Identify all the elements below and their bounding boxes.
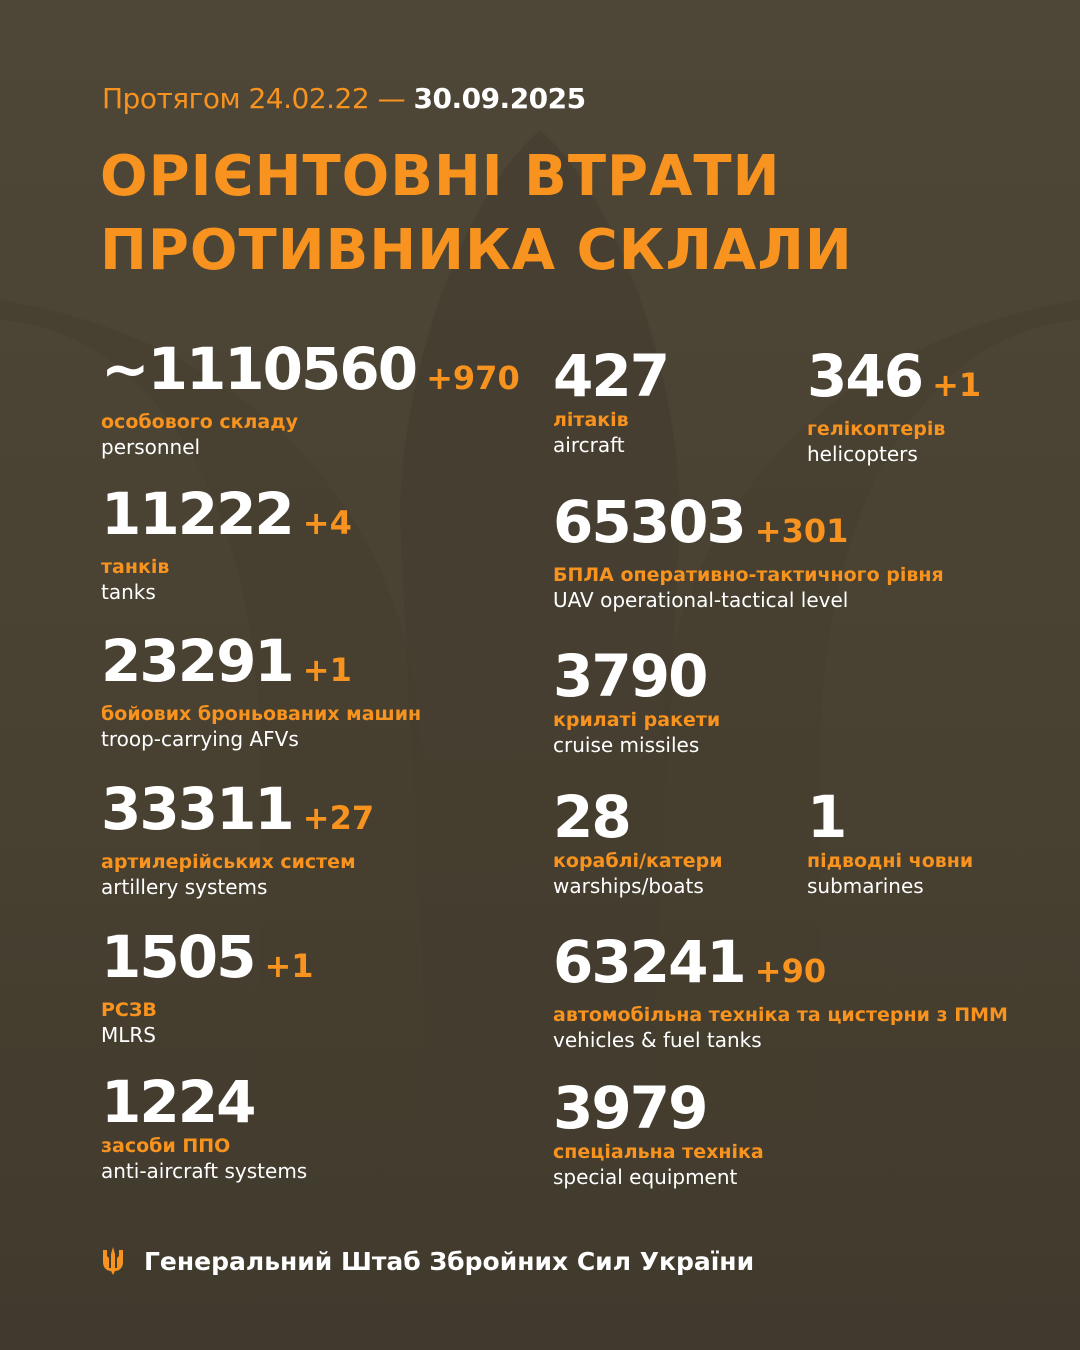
stat-label-ua: підводні човни (807, 850, 974, 872)
stat-mlrs: 1505 +1 РСЗВ MLRS (101, 927, 314, 1048)
stat-label-en: cruise missiles (553, 733, 700, 757)
period-subtitle: Протягом 24.02.22 — 30.09.2025 (102, 82, 586, 115)
stat-cruise-missiles: 3790 крилаті ракети cruise missiles (553, 646, 720, 758)
stat-label-en: helicopters (807, 442, 918, 466)
stat-label-en: troop-carrying AFVs (101, 727, 299, 751)
stat-label-ua: засоби ППО (101, 1135, 231, 1157)
stat-label-ua: особового складу (101, 411, 298, 433)
stat-special-equipment: 3979 спеціальна техніка special equipment (553, 1078, 764, 1190)
stat-value: 63241 +90 (553, 932, 1008, 1001)
stat-number: 346 (807, 342, 924, 410)
stat-label-ua: спеціальна техніка (553, 1141, 764, 1163)
stat-number: 23291 (101, 627, 295, 695)
stat-number: 1224 (101, 1068, 256, 1136)
title-line-1: ОРІЄНТОВНІ ВТРАТИ (100, 144, 781, 209)
stat-delta: +970 (426, 359, 520, 397)
stat-value: 11222 +4 (101, 484, 352, 553)
stat-label-en: submarines (807, 874, 924, 898)
stat-uav-operational-tactical-level: 65303 +301 БПЛА оперативно-тактичного рівн… (553, 492, 944, 613)
stat-label-en: aircraft (553, 433, 625, 457)
stat-label-ua: РСЗВ (101, 999, 157, 1021)
footer: Генеральний Штаб Збройних Сил України (100, 1246, 754, 1276)
stat-value: 3979 (553, 1078, 764, 1138)
stat-value: 346 +1 (807, 346, 981, 415)
stat-number: 427 (553, 342, 670, 410)
stat-label-ua: гелікоптерів (807, 418, 946, 440)
stat-number: 11222 (101, 480, 295, 548)
stat-label-ua: бойових броньованих машин (101, 703, 422, 725)
stat-label-en: personnel (101, 435, 201, 459)
stat-personnel: ~1110560 +970 особового складу personnel (101, 339, 520, 460)
stat-value: 28 (553, 787, 723, 847)
stat-submarines: 1 підводні човни submarines (807, 787, 973, 899)
stat-label-ua: танків (101, 556, 170, 578)
stat-label-en: UAV operational-tactical level (553, 588, 849, 612)
stat-delta: +27 (302, 799, 375, 837)
stat-label-en: MLRS (101, 1023, 156, 1047)
stat-label-en: artillery systems (101, 875, 268, 899)
page-title: ОРІЄНТОВНІ ВТРАТИ ПРОТИВНИКА СКЛАЛИ (100, 140, 853, 288)
stat-number: ~1110560 (101, 335, 418, 403)
trident-icon (103, 1247, 123, 1275)
stat-warships-boats: 28 кораблі/катери warships/boats (553, 787, 723, 899)
stat-delta: +4 (302, 504, 352, 542)
stat-value: 427 (553, 346, 670, 406)
stat-number: 3979 (553, 1074, 708, 1142)
stat-value: 65303 +301 (553, 492, 944, 561)
stat-delta: +90 (754, 952, 827, 990)
stat-value: 3790 (553, 646, 720, 706)
footer-org-name: Генеральний Штаб Збройних Сил України (144, 1246, 755, 1276)
stat-number: 1 (807, 783, 847, 851)
stat-artillery-systems: 33311 +27 артилерійських систем artillery s… (101, 779, 374, 900)
stat-label-ua: крилаті ракети (553, 709, 721, 731)
stat-tanks: 11222 +4 танків tanks (101, 484, 352, 605)
stat-value: 33311 +27 (101, 779, 374, 848)
stat-value: ~1110560 +970 (101, 339, 520, 408)
stat-label-en: special equipment (553, 1165, 738, 1189)
title-line-2: ПРОТИВНИКА СКЛАЛИ (100, 218, 853, 283)
stat-number: 65303 (553, 488, 747, 556)
stat-label-ua: літаків (553, 409, 629, 431)
stat-number: 1505 (101, 923, 256, 991)
stat-troop-carrying-afvs: 23291 +1 бойових броньованих машин troop-ca… (101, 631, 421, 752)
stat-aircraft: 427 літаків aircraft (553, 346, 670, 458)
end-date: 30.09.2025 (413, 82, 586, 115)
period-label: Протягом 24.02.22 — (102, 82, 406, 115)
stat-delta: +1 (302, 651, 352, 689)
stat-delta: +1 (932, 366, 982, 404)
stat-value: 1505 +1 (101, 927, 314, 996)
stat-number: 33311 (101, 775, 295, 843)
stat-delta: +301 (754, 512, 849, 550)
stat-number: 63241 (553, 928, 747, 996)
stat-label-ua: кораблі/катери (553, 850, 723, 872)
stat-value: 1 (807, 787, 973, 847)
stat-label-en: warships/boats (553, 874, 704, 898)
stat-label-ua: артилерійських систем (101, 851, 356, 873)
stat-delta: +1 (264, 947, 314, 985)
stat-number: 3790 (553, 642, 708, 710)
stat-label-ua: автомобільна техніка та цистерни з ПММ (553, 1004, 1008, 1026)
stat-label-en: vehicles & fuel tanks (553, 1028, 762, 1052)
stat-helicopters: 346 +1 гелікоптерів helicopters (807, 346, 981, 467)
stat-value: 23291 +1 (101, 631, 421, 700)
stat-anti-aircraft-systems: 1224 засоби ППО anti-aircraft systems (101, 1072, 307, 1184)
stat-value: 1224 (101, 1072, 307, 1132)
stat-label-en: tanks (101, 580, 156, 604)
stat-label-ua: БПЛА оперативно-тактичного рівня (553, 564, 944, 586)
stat-vehicles-fuel-tanks: 63241 +90 автомобільна техніка та цистерни… (553, 932, 1008, 1053)
stat-label-en: anti-aircraft systems (101, 1159, 308, 1183)
stat-number: 28 (553, 783, 632, 851)
